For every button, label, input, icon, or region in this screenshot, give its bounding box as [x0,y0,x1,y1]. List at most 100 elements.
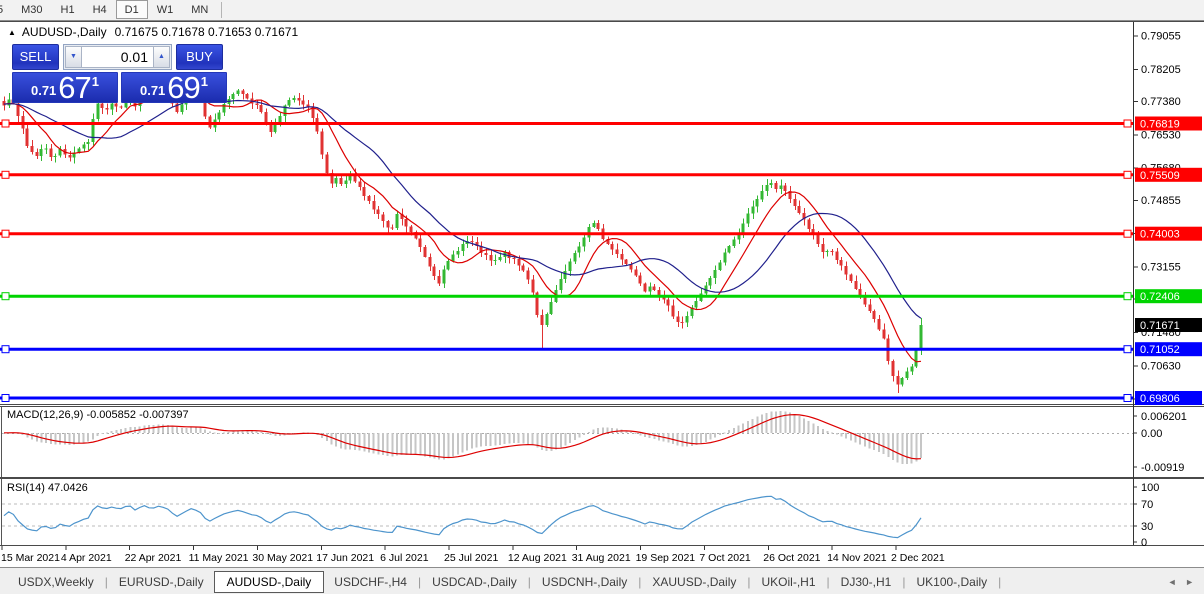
timeframe-button-5[interactable]: 5 [0,0,12,19]
chart-tab-1[interactable]: EURUSD-,Daily [118,574,204,589]
buy-price-big-digits: 69 [167,70,200,105]
tab-separator: | [104,574,108,589]
line-handle[interactable] [1123,170,1132,179]
line-handle[interactable] [1123,229,1132,238]
chart-tab-5[interactable]: USDCNH-,Daily [541,574,628,589]
svg-text:0.71671: 0.71671 [1140,320,1180,332]
horizontal-line-0.72406[interactable] [0,292,1133,301]
ma-21-line[interactable] [3,98,922,319]
timeframe-button-h4[interactable]: H4 [92,4,107,16]
svg-text:0.69806: 0.69806 [1140,393,1180,405]
svg-text:22 Apr 2021: 22 Apr 2021 [125,552,182,564]
line-handle[interactable] [1,170,10,179]
line-price-label: 0.71052 [1135,342,1202,357]
horizontal-line-0.74003[interactable] [0,229,1133,238]
sell-price-tile[interactable]: 0.71 67 1 [12,72,118,103]
candles-group [2,83,923,393]
chart-tab-0[interactable]: USDX,Weekly [18,574,94,589]
svg-text:4 Apr 2021: 4 Apr 2021 [61,552,112,564]
svg-text:0: 0 [1141,537,1147,549]
horizontal-line-0.71052[interactable] [0,345,1133,354]
line-price-label: 0.76819 [1135,116,1202,131]
chart-tab-6[interactable]: XAUUSD-,Daily [652,574,737,589]
timeframe-toolbar: 5 M30 H1 H4 D1 W1 MN [0,0,1204,21]
line-handle[interactable] [1123,292,1132,301]
sell-price-pipette: 1 [91,74,100,89]
line-price-label: 0.72406 [1135,289,1202,304]
svg-text:15 Mar 2021: 15 Mar 2021 [1,552,60,564]
svg-text:14 Nov 2021: 14 Nov 2021 [827,552,887,564]
svg-text:0.76819: 0.76819 [1140,119,1180,131]
line-handle[interactable] [1,292,10,301]
macd-signal-line [4,413,922,460]
chart-tab-8[interactable]: DJ30-,H1 [840,574,892,589]
horizontal-line-0.76819[interactable] [0,119,1133,128]
buy-price-tile[interactable]: 0.71 69 1 [121,72,227,103]
ma-9-line[interactable] [3,94,922,363]
chart-tab-2[interactable]: AUDUSD-,Daily [213,570,325,593]
horizontal-line-0.69806[interactable] [0,394,1133,402]
svg-text:19 Sep 2021: 19 Sep 2021 [636,552,696,564]
svg-text:6 Jul 2021: 6 Jul 2021 [380,552,429,564]
rsi-line [3,495,922,539]
volume-input[interactable]: 0.01 [82,46,153,68]
svg-text:17 Jun 2021: 17 Jun 2021 [316,552,374,564]
volume-decrease-button[interactable]: ▼ [65,46,82,68]
timeframe-button-w1[interactable]: W1 [156,4,174,16]
chart-tab-9[interactable]: UK100-,Daily [916,574,988,589]
svg-text:0.72406: 0.72406 [1140,291,1180,303]
timeframe-button-m30[interactable]: M30 [21,4,43,16]
svg-text:0.76530: 0.76530 [1141,129,1181,141]
line-price-label: 0.69806 [1135,391,1202,405]
macd-pane: 0.006201 0.00 -0.00919 [2,411,1187,474]
tab-separator: | [902,574,906,589]
line-handle[interactable] [1123,119,1132,128]
line-handle[interactable] [1,345,10,354]
svg-text:0.006201: 0.006201 [1141,411,1187,423]
pane-borders [0,21,1204,546]
svg-text:0.77380: 0.77380 [1141,96,1181,108]
chart-symbol-label: AUDUSD-,Daily [21,25,107,39]
current-price-label: 0.71671 [1135,318,1202,332]
volume-increase-button[interactable]: ▲ [153,46,170,68]
one-click-trading-panel: SELL ▼ 0.01 ▲ BUY 0.71 67 1 0.71 69 1 [12,44,228,103]
sell-price-big-digits: 67 [58,70,91,105]
buy-button[interactable]: BUY [176,44,223,70]
chart-tab-7[interactable]: UKOil-,H1 [761,574,816,589]
volume-spinner: ▼ 0.01 ▲ [63,44,172,70]
sell-button[interactable]: SELL [12,44,59,70]
line-handle[interactable] [1123,345,1132,354]
svg-text:11 May 2021: 11 May 2021 [189,552,249,564]
horizontal-line-0.75509[interactable] [0,170,1133,179]
macd-indicator-label: MACD(12,26,9) -0.005852 -0.007397 [7,409,189,421]
line-handle[interactable] [1,229,10,238]
chart-tabs: USDX,Weekly | EURUSD-,Daily AUDUSD-,Daily US… [0,570,1150,593]
timeframe-button-h1[interactable]: H1 [60,4,75,16]
collapse-chart-icon[interactable]: ▲ [8,28,16,37]
tab-separator: | [417,574,422,589]
svg-text:25 Jul 2021: 25 Jul 2021 [444,552,498,564]
svg-text:30: 30 [1141,521,1153,533]
rsi-pane: 100 70 30 0 [2,482,1159,549]
svg-text:-0.00919: -0.00919 [1141,462,1184,474]
timeframe-button-d1[interactable]: D1 [115,0,148,19]
tab-scroll-right-icon[interactable]: ► [1185,576,1194,587]
chart-tab-4[interactable]: USDCAD-,Daily [432,574,517,589]
svg-text:0.79055: 0.79055 [1141,31,1181,43]
line-handle[interactable] [1,119,10,128]
chart-tab-3[interactable]: USDCHF-,H4 [334,574,407,589]
svg-text:7 Oct 2021: 7 Oct 2021 [699,552,751,564]
svg-text:2 Dec 2021: 2 Dec 2021 [891,552,945,564]
line-handle[interactable] [1123,394,1132,402]
chart-ohlc-values: 0.71675 0.71678 0.71653 0.71671 [114,25,299,39]
tab-scroll-left-icon[interactable]: ◄ [1167,576,1177,587]
sell-price-prefix: 0.71 [30,83,57,98]
svg-text:26 Oct 2021: 26 Oct 2021 [763,552,820,564]
svg-text:12 Aug 2021: 12 Aug 2021 [508,552,567,564]
line-handle[interactable] [1,394,10,402]
svg-text:31 Aug 2021: 31 Aug 2021 [572,552,631,564]
timeframe-button-mn[interactable]: MN [191,4,209,16]
tab-separator: | [638,574,642,589]
